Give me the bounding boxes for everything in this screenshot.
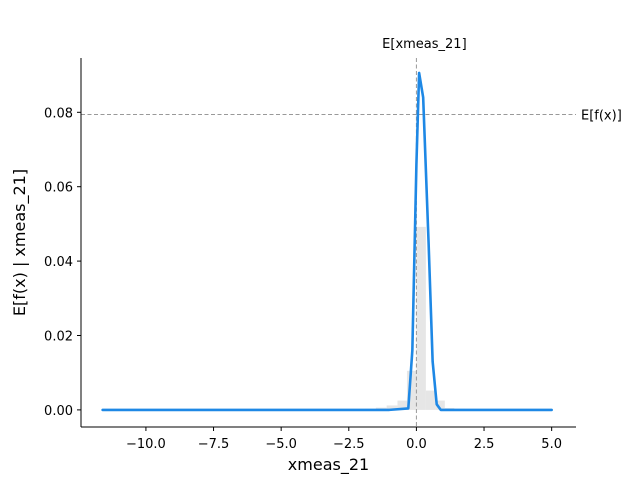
x-tick-label: −10.0 — [126, 437, 166, 452]
histogram-bar-2 — [386, 405, 398, 410]
y-tick-label: 0.02 — [44, 329, 73, 344]
x-tick-label: −5.0 — [265, 437, 297, 452]
expected-model-output-label: E[f(x)] — [581, 109, 622, 124]
x-tick-label: 0.0 — [406, 437, 427, 452]
series-layer — [101, 71, 553, 412]
axes-layer — [80, 58, 576, 428]
y-tick-label: 0.04 — [44, 255, 73, 270]
histogram-bar-7 — [435, 400, 445, 410]
reference-lines-layer — [81, 58, 576, 427]
y-tick-label: 0.06 — [44, 181, 73, 196]
x-tick-label: −7.5 — [198, 437, 230, 452]
x-tick-label: 5.0 — [541, 437, 562, 452]
y-tick-label: 0.08 — [44, 106, 73, 121]
histogram-bar-6 — [425, 390, 436, 410]
y-axis-title: E[f(x) | xmeas_21] — [10, 169, 30, 316]
x-tick-label: −2.5 — [333, 437, 365, 452]
expected-feature-value-label: E[xmeas_21] — [382, 37, 467, 52]
histogram-bar-3 — [397, 400, 407, 410]
y-tick-label: 0.00 — [44, 404, 73, 419]
x-axis-title: xmeas_21 — [288, 455, 369, 475]
ticks-layer: −10.0 −7.5 −5.0 −2.5 0.0 2.5 5.0 0.00 0.02 0.04 0.… — [44, 106, 562, 452]
histogram-bar-4 — [406, 370, 417, 410]
histogram-bar-5 — [416, 226, 426, 410]
x-tick-label: 2.5 — [474, 437, 495, 452]
series-line-0 — [101, 71, 553, 412]
